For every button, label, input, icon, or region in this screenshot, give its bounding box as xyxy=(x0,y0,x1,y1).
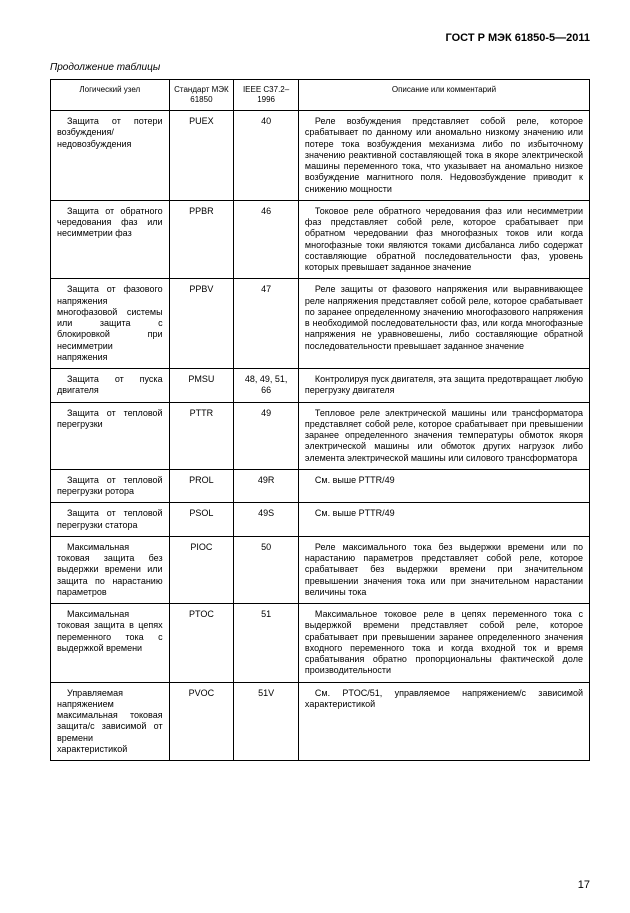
page-number: 17 xyxy=(578,879,590,891)
col-header-std: Стандарт МЭК 61850 xyxy=(169,80,234,111)
cell-std: PTOC xyxy=(169,604,234,683)
table-row: Защита от фазового напряжения многофазов… xyxy=(51,279,590,369)
table-header-row: Логический узел Стандарт МЭК 61850 IEEE … xyxy=(51,80,590,111)
cell-ieee: 48, 49, 51, 66 xyxy=(234,369,299,403)
cell-desc: Реле максимального тока без выдержки вре… xyxy=(298,536,589,603)
cell-node: Защита от обратного чередования фаз или … xyxy=(51,200,170,279)
cell-node: Защита от тепловой перегрузки xyxy=(51,402,170,469)
cell-node: Защита от пуска двигателя xyxy=(51,369,170,403)
cell-std: PSOL xyxy=(169,503,234,537)
cell-std: PUEX xyxy=(169,111,234,201)
cell-std: PPBV xyxy=(169,279,234,369)
cell-ieee: 50 xyxy=(234,536,299,603)
cell-std: PIOC xyxy=(169,536,234,603)
table-body: Защита от потери возбуждения/недовозбужд… xyxy=(51,111,590,761)
col-header-node: Логический узел xyxy=(51,80,170,111)
cell-std: PMSU xyxy=(169,369,234,403)
col-header-desc: Описание или комментарий xyxy=(298,80,589,111)
cell-ieee: 51 xyxy=(234,604,299,683)
cell-desc: Максимальное токовое реле в цепях переме… xyxy=(298,604,589,683)
table-row: Максимальная токовая защита без выдержки… xyxy=(51,536,590,603)
cell-node: Защита от потери возбуждения/недовозбужд… xyxy=(51,111,170,201)
table-row: Защита от тепловой перегрузки статораPSO… xyxy=(51,503,590,537)
col-header-ieee: IEEE C37.2–1996 xyxy=(234,80,299,111)
cell-desc: См. PTOC/51, управляемое напряжением/с з… xyxy=(298,682,589,761)
table-row: Защита от обратного чередования фаз или … xyxy=(51,200,590,279)
table-row: Защита от тепловой перегрузкиPTTR49Тепло… xyxy=(51,402,590,469)
cell-desc: См. выше PTTR/49 xyxy=(298,469,589,503)
cell-desc: См. выше PTTR/49 xyxy=(298,503,589,537)
cell-ieee: 49S xyxy=(234,503,299,537)
table-row: Управляемая напряжением максимальная ток… xyxy=(51,682,590,761)
table-continuation-label: Продолжение таблицы xyxy=(50,62,590,73)
cell-ieee: 46 xyxy=(234,200,299,279)
cell-node: Максимальная токовая защита в цепях пере… xyxy=(51,604,170,683)
cell-desc: Реле защиты от фазового напряжения или в… xyxy=(298,279,589,369)
standards-table: Логический узел Стандарт МЭК 61850 IEEE … xyxy=(50,79,590,761)
table-row: Защита от потери возбуждения/недовозбужд… xyxy=(51,111,590,201)
cell-desc: Токовое реле обратного чередования фаз и… xyxy=(298,200,589,279)
cell-std: PVOC xyxy=(169,682,234,761)
cell-ieee: 40 xyxy=(234,111,299,201)
cell-desc: Реле возбуждения представляет собой реле… xyxy=(298,111,589,201)
cell-std: PTTR xyxy=(169,402,234,469)
cell-node: Защита от тепловой перегрузки ротора xyxy=(51,469,170,503)
cell-desc: Тепловое реле электрической машины или т… xyxy=(298,402,589,469)
cell-desc: Контролируя пуск двигателя, эта защита п… xyxy=(298,369,589,403)
document-header: ГОСТ Р МЭК 61850-5—2011 xyxy=(50,32,590,44)
cell-node: Защита от тепловой перегрузки статора xyxy=(51,503,170,537)
cell-ieee: 49 xyxy=(234,402,299,469)
table-row: Максимальная токовая защита в цепях пере… xyxy=(51,604,590,683)
cell-node: Управляемая напряжением максимальная ток… xyxy=(51,682,170,761)
page-container: ГОСТ Р МЭК 61850-5—2011 Продолжение табл… xyxy=(0,0,630,913)
cell-node: Максимальная токовая защита без выдержки… xyxy=(51,536,170,603)
table-row: Защита от пуска двигателяPMSU48, 49, 51,… xyxy=(51,369,590,403)
cell-ieee: 49R xyxy=(234,469,299,503)
cell-ieee: 47 xyxy=(234,279,299,369)
cell-node: Защита от фазового напряжения многофазов… xyxy=(51,279,170,369)
cell-std: PROL xyxy=(169,469,234,503)
table-row: Защита от тепловой перегрузки ротораPROL… xyxy=(51,469,590,503)
cell-ieee: 51V xyxy=(234,682,299,761)
cell-std: PPBR xyxy=(169,200,234,279)
